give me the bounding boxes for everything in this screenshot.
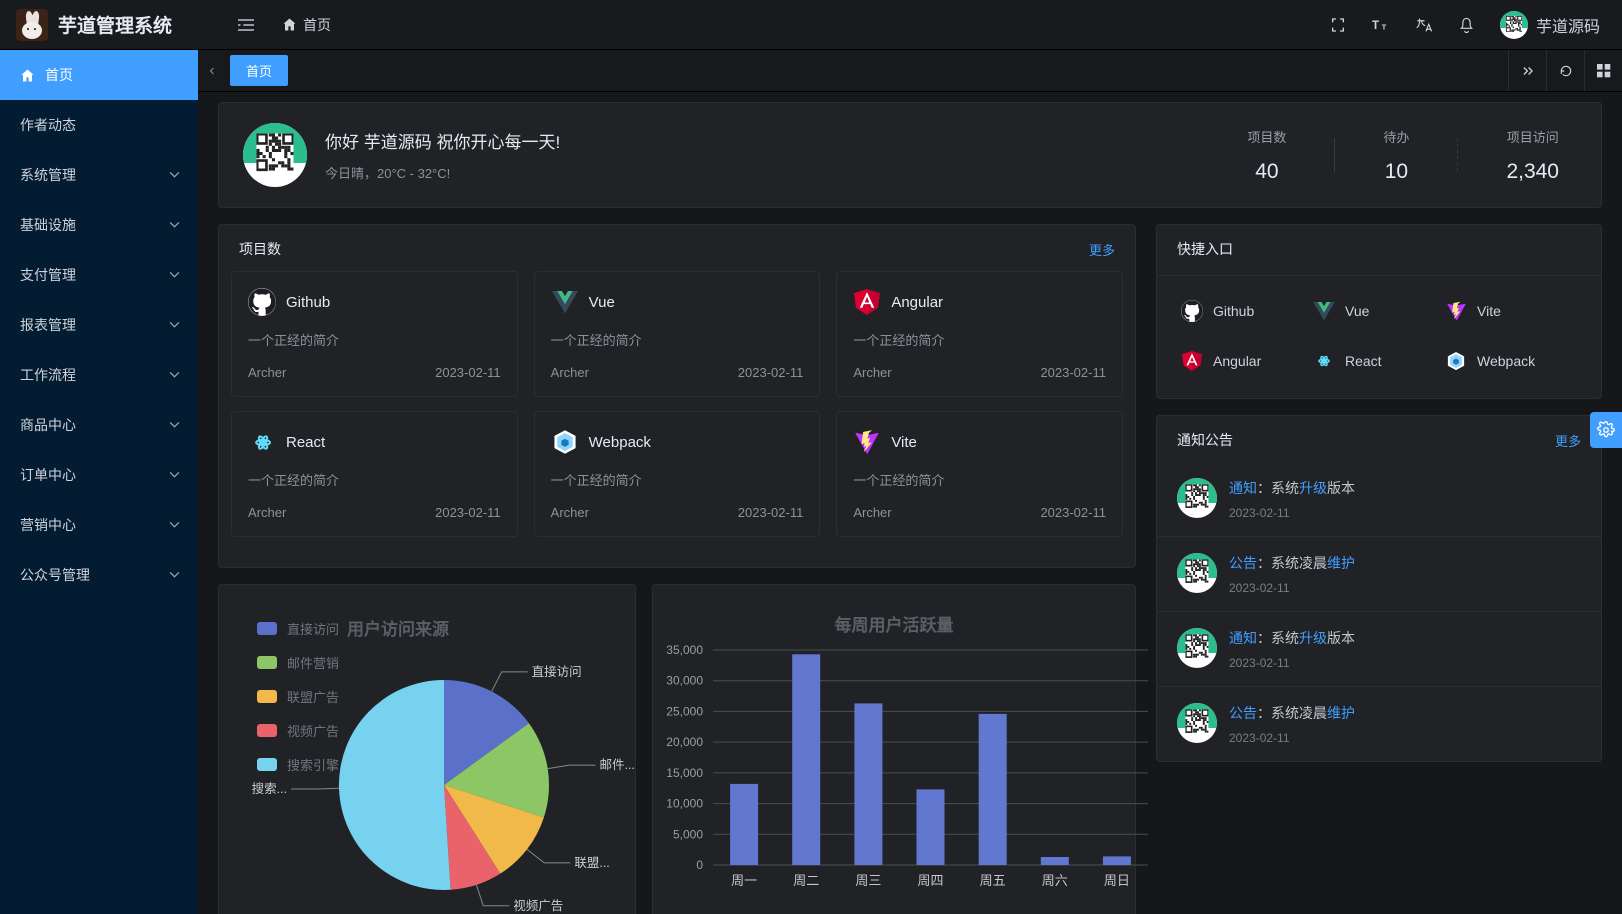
svg-text:周四: 周四 (917, 873, 943, 888)
svg-text:30,000: 30,000 (666, 674, 703, 688)
svg-text:T: T (1372, 20, 1379, 32)
svg-text:周一: 周一 (731, 873, 757, 888)
svg-text:周五: 周五 (980, 873, 1006, 888)
svg-text:直接访问: 直接访问 (532, 664, 582, 679)
svg-text:20,000: 20,000 (666, 735, 703, 749)
svg-text:周日: 周日 (1104, 873, 1130, 888)
svg-text:15,000: 15,000 (666, 766, 703, 780)
svg-text:周六: 周六 (1042, 873, 1068, 888)
svg-text:25,000: 25,000 (666, 704, 703, 718)
svg-text:周三: 周三 (855, 873, 881, 888)
svg-text:T: T (1382, 23, 1387, 32)
svg-text:联盟...: 联盟... (574, 856, 609, 870)
svg-text:5,000: 5,000 (673, 827, 703, 841)
svg-text:35,000: 35,000 (666, 643, 703, 657)
svg-text:搜索...: 搜索... (252, 781, 287, 796)
svg-text:邮件...: 邮件... (599, 758, 634, 772)
svg-text:周二: 周二 (793, 873, 819, 888)
svg-text:0: 0 (696, 858, 703, 872)
svg-text:视频广告: 视频广告 (513, 898, 563, 913)
svg-text:10,000: 10,000 (666, 797, 703, 811)
